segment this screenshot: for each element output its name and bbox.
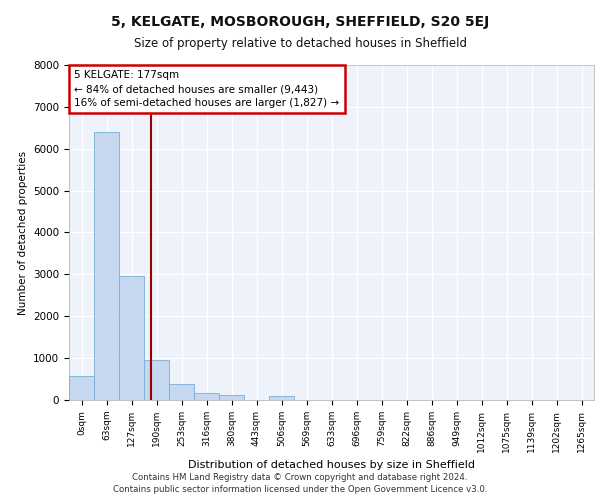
X-axis label: Distribution of detached houses by size in Sheffield: Distribution of detached houses by size … xyxy=(188,460,475,470)
Bar xyxy=(219,396,244,400)
Text: 5 KELGATE: 177sqm
← 84% of detached houses are smaller (9,443)
16% of semi-detac: 5 KELGATE: 177sqm ← 84% of detached hous… xyxy=(74,70,340,108)
Text: Contains public sector information licensed under the Open Government Licence v3: Contains public sector information licen… xyxy=(113,485,487,494)
Y-axis label: Number of detached properties: Number of detached properties xyxy=(17,150,28,314)
Bar xyxy=(69,376,94,400)
Bar xyxy=(269,396,294,400)
Bar xyxy=(94,132,119,400)
Text: Contains HM Land Registry data © Crown copyright and database right 2024.: Contains HM Land Registry data © Crown c… xyxy=(132,472,468,482)
Text: 5, KELGATE, MOSBOROUGH, SHEFFIELD, S20 5EJ: 5, KELGATE, MOSBOROUGH, SHEFFIELD, S20 5… xyxy=(111,15,489,29)
Bar xyxy=(169,384,194,400)
Bar xyxy=(144,360,169,400)
Bar xyxy=(194,392,219,400)
Text: Size of property relative to detached houses in Sheffield: Size of property relative to detached ho… xyxy=(133,38,467,51)
Bar xyxy=(119,276,144,400)
